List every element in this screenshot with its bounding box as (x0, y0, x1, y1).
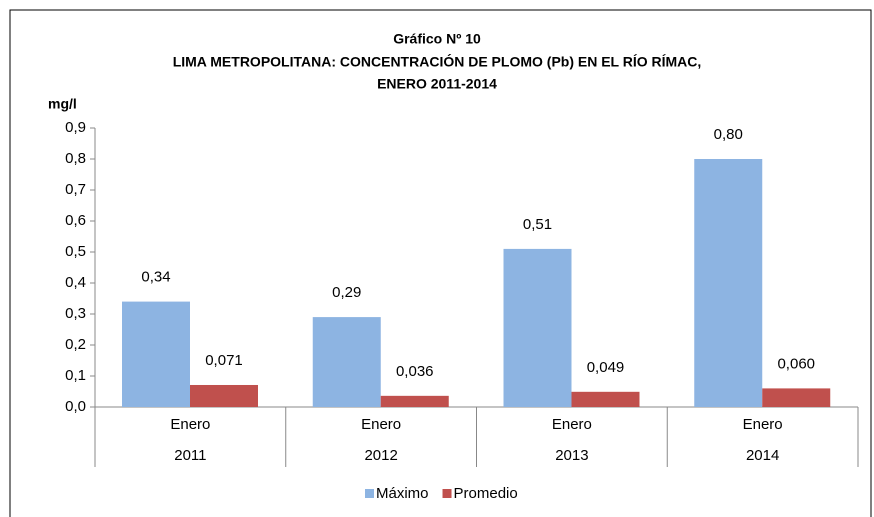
y-tick-label: 0,3 (65, 305, 86, 322)
x-tick-label: Enero (361, 416, 401, 433)
y-tick-label: 0,5 (65, 243, 86, 260)
data-label: 0,036 (396, 363, 434, 380)
legend-swatch (365, 489, 374, 498)
x-tick-label: Enero (552, 416, 592, 433)
y-tick-label: 0,6 (65, 212, 86, 229)
bar (312, 317, 381, 407)
x-tick-label: Enero (170, 416, 210, 433)
data-label: 0,049 (587, 359, 625, 376)
y-tick-label: 0,2 (65, 336, 86, 353)
data-label: 0,51 (523, 216, 552, 233)
x-tick-label: 2014 (746, 447, 779, 464)
bar (122, 301, 190, 407)
bar (571, 391, 640, 407)
data-label: 0,071 (205, 352, 243, 369)
data-label: 0,060 (777, 355, 815, 372)
legend-label: Promedio (454, 485, 518, 502)
data-label: 0,80 (714, 126, 743, 143)
bar (694, 159, 763, 407)
chart-title: Gráfico Nº 10 (393, 31, 481, 47)
data-label: 0,29 (332, 284, 361, 301)
bar (503, 248, 572, 407)
x-tick-label: 2011 (174, 447, 206, 464)
x-tick-label: Enero (743, 416, 783, 433)
bar (190, 384, 258, 407)
chart-subtitle: LIMA METROPOLITANA: CONCENTRACIÓN DE PLO… (173, 53, 702, 70)
y-tick-label: 0,8 (65, 150, 86, 167)
x-tick-label: 2013 (555, 447, 588, 464)
y-tick-label: 0,7 (65, 181, 86, 198)
data-label: 0,34 (141, 269, 170, 286)
y-tick-label: 0,9 (65, 119, 86, 136)
y-tick-label: 0,1 (65, 367, 86, 384)
frame (9, 9, 872, 517)
y-axis-label: mg/l (48, 96, 77, 112)
x-tick-label: 2012 (364, 447, 397, 464)
bar (380, 395, 449, 407)
y-tick-label: 0,4 (65, 274, 86, 291)
bar (762, 388, 831, 407)
y-tick-label: 0,0 (65, 398, 86, 415)
chart-subtitle: ENERO 2011-2014 (377, 76, 497, 92)
legend-swatch (442, 489, 452, 498)
legend-label: Máximo (376, 485, 429, 502)
